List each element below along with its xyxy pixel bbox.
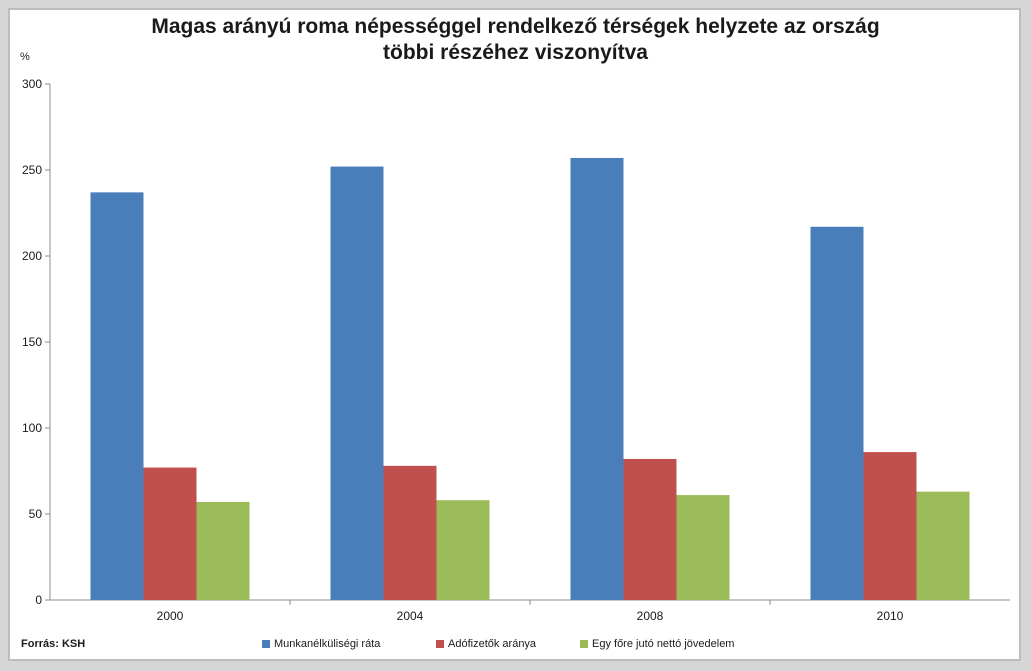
bar-net-income-2004 — [436, 500, 490, 600]
x-tick-label: 2000 — [157, 609, 184, 623]
x-tick-label: 2010 — [877, 609, 904, 623]
bar-net-income-2000 — [196, 501, 250, 600]
bar-net-income-2008 — [676, 495, 730, 600]
legend-swatch-net-income — [580, 640, 588, 648]
legend-item-net-income: Egy főre jutó nettó jövedelem — [580, 638, 734, 650]
legend-item-unemployment: Munkanélküliségi ráta — [262, 638, 380, 650]
bar-taxpayers-2000 — [143, 467, 197, 600]
legend-item-taxpayers: Adófizetők aránya — [436, 638, 536, 650]
legend-swatch-taxpayers — [436, 640, 444, 648]
y-axis-label: % — [20, 51, 30, 63]
y-tick-label: 250 — [22, 163, 42, 177]
bar-taxpayers-2008 — [623, 458, 677, 600]
legend-label-unemployment: Munkanélküliségi ráta — [274, 638, 381, 650]
y-tick-label: 300 — [22, 77, 42, 91]
y-tick-label: 150 — [22, 335, 42, 349]
x-tick-label: 2008 — [637, 609, 664, 623]
chart-title: Magas arányú roma népességgel rendelkező… — [151, 15, 880, 64]
y-tick-label: 50 — [29, 507, 43, 521]
bar-unemployment-2004 — [330, 166, 384, 600]
bar-taxpayers-2010 — [863, 452, 917, 600]
y-tick-label: 200 — [22, 249, 42, 263]
legend-swatch-unemployment — [262, 640, 270, 648]
y-tick-label: 100 — [22, 421, 42, 435]
bar-taxpayers-2004 — [383, 465, 437, 600]
source-note: Forrás: KSH — [21, 638, 86, 650]
bar-unemployment-2010 — [810, 226, 864, 600]
x-tick-label: 2004 — [397, 609, 424, 623]
legend-label-taxpayers: Adófizetők aránya — [448, 638, 537, 650]
bar-net-income-2010 — [916, 491, 970, 600]
legend-label-net-income: Egy főre jutó nettó jövedelem — [592, 638, 735, 650]
bar-unemployment-2000 — [90, 192, 144, 601]
y-tick-label: 0 — [35, 593, 42, 607]
bar-unemployment-2008 — [570, 157, 624, 600]
